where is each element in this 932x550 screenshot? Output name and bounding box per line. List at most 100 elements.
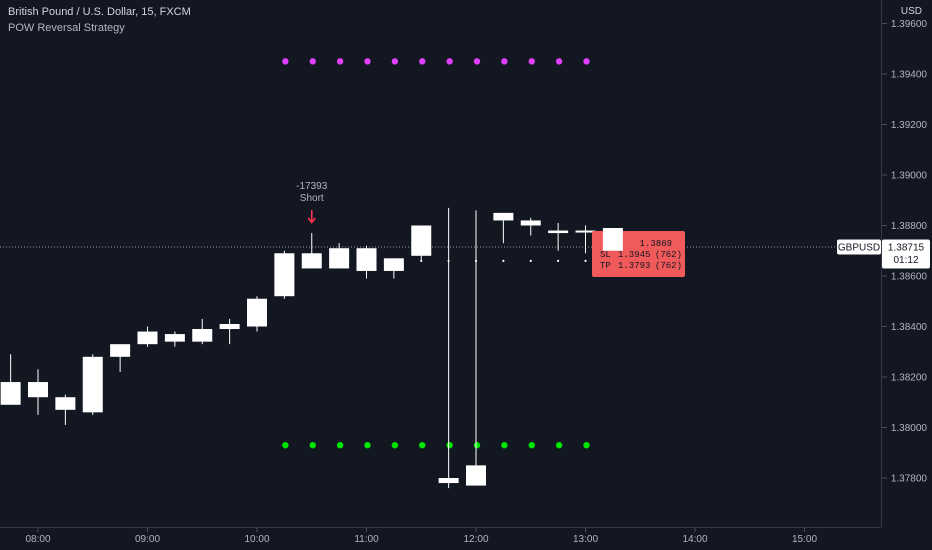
upper-dot xyxy=(282,58,289,65)
upper-dot xyxy=(364,58,371,65)
lower-dot-series xyxy=(282,441,590,449)
time-axis[interactable]: 08:00 09:00 10:00 11:00 12:00 13:00 14:00 15:00 xyxy=(25,528,817,545)
lower-dot xyxy=(555,441,563,449)
price-tick-label: 1.37800 xyxy=(891,474,928,485)
study-name-label[interactable]: POW Reversal Strategy xyxy=(8,22,125,34)
upper-dot xyxy=(583,58,590,65)
upper-dot xyxy=(555,58,563,65)
candle[interactable] xyxy=(28,369,48,415)
upper-dot xyxy=(336,58,344,65)
short-arrow-icon xyxy=(307,210,316,224)
signal-direction-label: Short xyxy=(300,193,324,204)
price-tick-label: 1.39400 xyxy=(891,70,928,81)
sl-price-value: 1.3945 xyxy=(618,250,650,260)
candle[interactable] xyxy=(548,222,569,251)
time-tick-label: 08:00 xyxy=(25,534,50,545)
signal-id-label: -17393 xyxy=(296,181,328,192)
candle[interactable] xyxy=(466,210,486,486)
candle-body xyxy=(137,331,158,345)
lower-dot xyxy=(336,441,344,449)
small-dot xyxy=(529,259,532,262)
entry-price-value: 1.3869 xyxy=(640,239,672,249)
small-dot xyxy=(557,259,560,262)
time-tick-label: 15:00 xyxy=(792,534,817,545)
last-price-value: 1.38715 xyxy=(888,242,925,253)
candle-body xyxy=(219,323,240,330)
small-dot xyxy=(502,259,505,262)
time-tick-label: 12:00 xyxy=(463,534,488,545)
tp-ticks-value: (762) xyxy=(655,261,682,271)
time-tick-label: 11:00 xyxy=(354,534,379,545)
candle[interactable] xyxy=(110,344,131,372)
candle[interactable] xyxy=(274,250,295,299)
time-tick-label: 14:00 xyxy=(682,534,707,545)
sl-label: SL xyxy=(600,250,611,260)
candle[interactable] xyxy=(55,394,76,425)
candle[interactable] xyxy=(329,243,350,269)
upper-dot xyxy=(446,58,453,65)
candle[interactable] xyxy=(438,207,459,489)
lower-dot xyxy=(528,441,535,449)
candle-body xyxy=(0,382,21,405)
candle[interactable] xyxy=(82,354,103,415)
upper-dot xyxy=(391,58,399,65)
candle-body xyxy=(329,248,350,269)
candle-body xyxy=(247,298,267,327)
upper-dot xyxy=(528,58,535,65)
candle[interactable] xyxy=(356,245,377,279)
price-tick-label: 1.39600 xyxy=(891,19,928,30)
chart-symbol-title[interactable]: British Pound / U.S. Dollar, 15, FXCM xyxy=(8,6,191,18)
candle-body xyxy=(356,248,377,271)
candle-body xyxy=(438,478,459,484)
candle[interactable] xyxy=(575,225,596,254)
tp-label: TP xyxy=(600,261,611,271)
time-tick-label: 13:00 xyxy=(573,534,598,545)
price-axis[interactable]: 1.39600 1.39400 1.39200 1.39000 1.38800 1.386… xyxy=(882,19,927,485)
candle-body xyxy=(192,329,213,342)
last-price-tag: GBPUSD 1.38715 01:12 xyxy=(837,239,930,269)
upper-dot xyxy=(501,58,508,65)
candle-series[interactable] xyxy=(0,207,596,489)
currency-label: USD xyxy=(900,6,922,17)
candle[interactable] xyxy=(0,354,21,405)
price-tag-background xyxy=(882,239,930,269)
candle-body xyxy=(493,212,514,221)
candle[interactable] xyxy=(493,212,514,244)
position-box[interactable]: 1.3869 SL 1.3945 (762) TP 1.3793 (762) xyxy=(592,228,685,277)
candle-body xyxy=(164,334,185,342)
price-tick-label: 1.38800 xyxy=(891,221,928,232)
short-signal[interactable]: -17393 Short xyxy=(296,181,328,224)
candle-body xyxy=(28,382,48,398)
candle[interactable] xyxy=(520,217,541,236)
lower-dot xyxy=(419,441,426,449)
candle[interactable] xyxy=(137,326,158,347)
upper-dot xyxy=(473,58,481,65)
candle-body xyxy=(110,344,131,357)
lower-dot xyxy=(309,441,316,449)
lower-dot xyxy=(282,441,289,449)
candle-body xyxy=(55,397,76,410)
candle[interactable] xyxy=(219,318,240,345)
price-tick-label: 1.38600 xyxy=(891,272,928,283)
candle[interactable] xyxy=(247,296,267,332)
price-tick-label: 1.38200 xyxy=(891,373,928,384)
candle-body xyxy=(466,465,486,486)
candle-body xyxy=(301,253,322,269)
candle[interactable] xyxy=(164,331,185,347)
time-tick-label: 10:00 xyxy=(244,534,269,545)
upper-dot xyxy=(309,58,316,65)
lower-dot xyxy=(364,441,371,449)
lower-dot xyxy=(583,441,590,449)
position-entry-candle xyxy=(602,228,623,251)
candle[interactable] xyxy=(301,233,322,269)
candle[interactable] xyxy=(192,318,213,345)
symbol-tag-label: GBPUSD xyxy=(838,242,880,253)
symbol-tag-background xyxy=(837,239,881,255)
candle[interactable] xyxy=(411,225,432,261)
candle[interactable] xyxy=(383,258,404,279)
upper-dot-series xyxy=(282,58,590,65)
small-dot xyxy=(584,259,587,262)
candle-body xyxy=(548,230,569,234)
